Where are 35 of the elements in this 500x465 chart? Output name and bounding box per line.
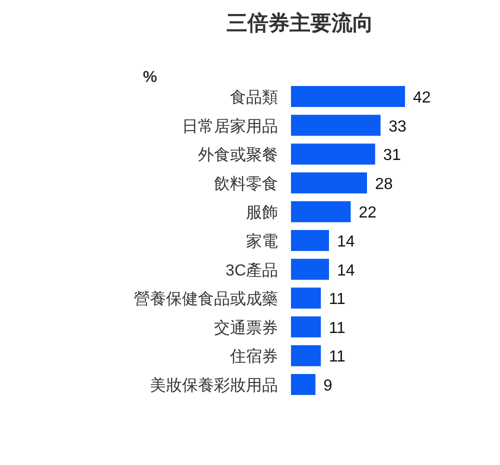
bar <box>291 258 329 280</box>
data-label: 42 <box>413 90 431 106</box>
bar <box>291 288 321 309</box>
data-label: 22 <box>358 204 377 222</box>
data-label: 11 <box>328 348 346 366</box>
x-axis-title: % <box>142 69 158 86</box>
bar <box>291 201 351 222</box>
bar <box>291 374 316 395</box>
y-tick-label: 家電 <box>246 232 278 250</box>
data-label: 14 <box>337 234 355 250</box>
y-tick-label: 服飾 <box>246 204 278 222</box>
data-label: 28 <box>375 176 393 193</box>
y-tick-label: 住宿券 <box>229 348 278 366</box>
bar <box>291 345 321 366</box>
bar <box>291 144 376 165</box>
y-tick-label: 外食或聚餐 <box>198 146 278 164</box>
y-tick-label: 美妝保養彩妝用品 <box>150 376 278 394</box>
bar <box>291 172 367 194</box>
y-tick-label: 交通票券 <box>214 318 278 337</box>
bar <box>291 114 381 136</box>
data-label: 11 <box>328 320 346 337</box>
bar <box>291 230 329 251</box>
data-label: 9 <box>323 378 332 394</box>
bar <box>291 316 321 338</box>
data-label: 33 <box>388 118 406 136</box>
y-tick-label: 3C產品 <box>226 261 278 280</box>
bar <box>291 86 405 107</box>
y-tick-label: 食品類 <box>230 88 278 106</box>
chart-title: 三倍券主要流向 <box>226 11 374 35</box>
data-label: 11 <box>328 291 346 308</box>
y-tick-label: 營養保健食品或成藥 <box>134 290 278 308</box>
data-label: 14 <box>337 262 355 280</box>
y-tick-label: 日常居家用品 <box>182 117 278 136</box>
data-label: 31 <box>383 147 402 164</box>
y-tick-label: 飲料零食 <box>214 174 278 193</box>
